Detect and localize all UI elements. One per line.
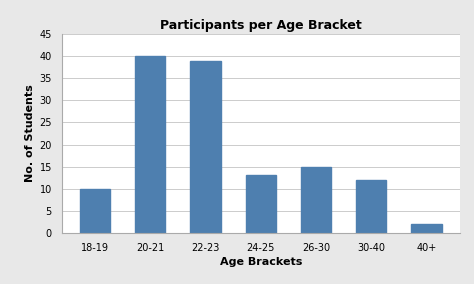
Bar [356, 180, 386, 233]
Bar [301, 167, 331, 233]
Bar [135, 56, 165, 233]
Title: Participants per Age Bracket: Participants per Age Bracket [160, 18, 362, 32]
Bar [80, 189, 110, 233]
Bar [246, 176, 276, 233]
X-axis label: Age Brackets: Age Brackets [219, 257, 302, 267]
Bar [411, 224, 442, 233]
Y-axis label: No. of Students: No. of Students [25, 85, 35, 182]
Bar [190, 60, 220, 233]
